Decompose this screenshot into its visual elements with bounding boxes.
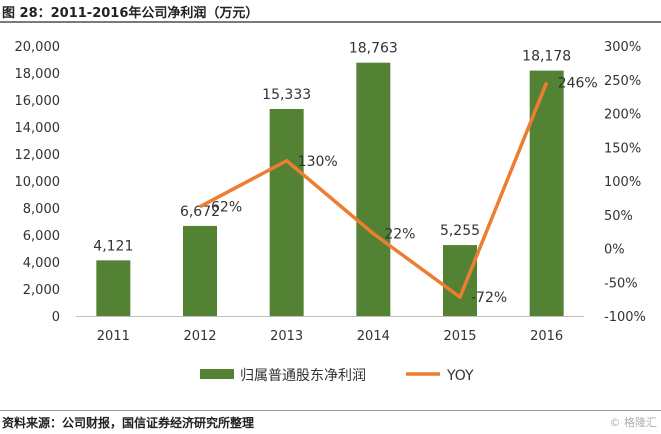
left-y-tick-label: 10,000 [15, 175, 61, 190]
right-y-tick-label: 150% [604, 141, 641, 156]
x-tick-label: 2013 [270, 329, 303, 344]
legend-bar-label: 归属普通股东净利润 [240, 367, 366, 384]
left-y-tick-label: 16,000 [15, 94, 61, 109]
right-y-tick-label: 50% [604, 209, 633, 224]
gelonghui-logo-icon: © [609, 416, 621, 429]
right-y-tick-label: 300% [604, 40, 641, 55]
right-y-tick-label: 250% [604, 74, 641, 89]
left-y-tick-label: 2,000 [23, 283, 60, 298]
right-y-tick-label: 200% [604, 108, 641, 123]
yoy-value-label: 62% [211, 200, 242, 216]
right-y-tick-label: 100% [604, 175, 641, 190]
yoy-value-label: -72% [471, 290, 507, 306]
x-tick-label: 2015 [443, 329, 476, 344]
source-divider [0, 410, 661, 411]
left-y-tick-label: 18,000 [15, 67, 61, 82]
legend: 归属普通股东净利润 YOY [200, 367, 474, 384]
x-tick-label: 2016 [530, 329, 563, 344]
left-y-tick-label: 20,000 [15, 40, 61, 55]
bar-value-label: 6,672 [180, 204, 220, 220]
left-y-tick-label: 12,000 [15, 148, 61, 163]
bar-series [96, 62, 564, 317]
bar-2013 [269, 109, 304, 316]
bar-value-label: 18,763 [349, 41, 398, 57]
left-y-tick-label: 14,000 [15, 121, 61, 136]
x-axis-ticks: 2011 2012 2013 2014 2015 2016 [97, 329, 563, 344]
bar-value-label: 15,333 [262, 87, 311, 103]
right-y-tick-label: 0% [604, 243, 625, 258]
x-tick-label: 2014 [357, 329, 390, 344]
net-profit-chart: 0 2,000 4,000 6,000 8,000 10,000 12,000 14,000 1… [15, 40, 646, 384]
right-y-axis: -100% -50% 0% 50% 100% 150% 200% 250% 300% [604, 40, 646, 325]
yoy-line [199, 81, 549, 299]
source-note: 资料来源：公司财报，国信证券经济研究所整理 [2, 416, 255, 430]
watermark-text: 格隆汇 [624, 416, 657, 429]
title-divider [0, 21, 661, 23]
bar-data-labels: 4,121 6,672 15,333 18,763 5,255 18,178 [93, 41, 571, 255]
right-y-tick-label: -50% [604, 276, 638, 291]
yoy-value-label: 130% [298, 154, 338, 170]
legend-line-label: YOY [446, 368, 474, 384]
bar-value-label: 18,178 [522, 49, 571, 65]
bar-value-label: 4,121 [93, 238, 133, 254]
bar-2012 [183, 225, 217, 316]
legend-bar-swatch [200, 369, 234, 379]
right-y-tick-label: -100% [604, 310, 646, 325]
left-y-tick-label: 8,000 [23, 202, 60, 217]
left-y-tick-label: 0 [52, 310, 60, 325]
x-tick-label: 2012 [183, 329, 216, 344]
x-tick-label: 2011 [97, 329, 130, 344]
bar-2014 [356, 62, 391, 317]
watermark: © 格隆汇 [610, 414, 658, 430]
yoy-data-labels: 62% 130% 22% -72% 246% [211, 75, 598, 306]
bar-2011 [96, 260, 131, 316]
yoy-value-label: 246% [558, 75, 598, 91]
left-y-axis: 0 2,000 4,000 6,000 8,000 10,000 12,000 14,000 1… [15, 40, 61, 325]
bar-value-label: 5,255 [440, 223, 480, 239]
left-y-tick-label: 4,000 [23, 256, 60, 271]
bar-2015 [443, 245, 477, 316]
figure-title: 图 28：2011-2016年公司净利润（万元） [2, 6, 259, 21]
yoy-value-label: 22% [384, 227, 415, 243]
left-y-tick-label: 6,000 [23, 229, 60, 244]
